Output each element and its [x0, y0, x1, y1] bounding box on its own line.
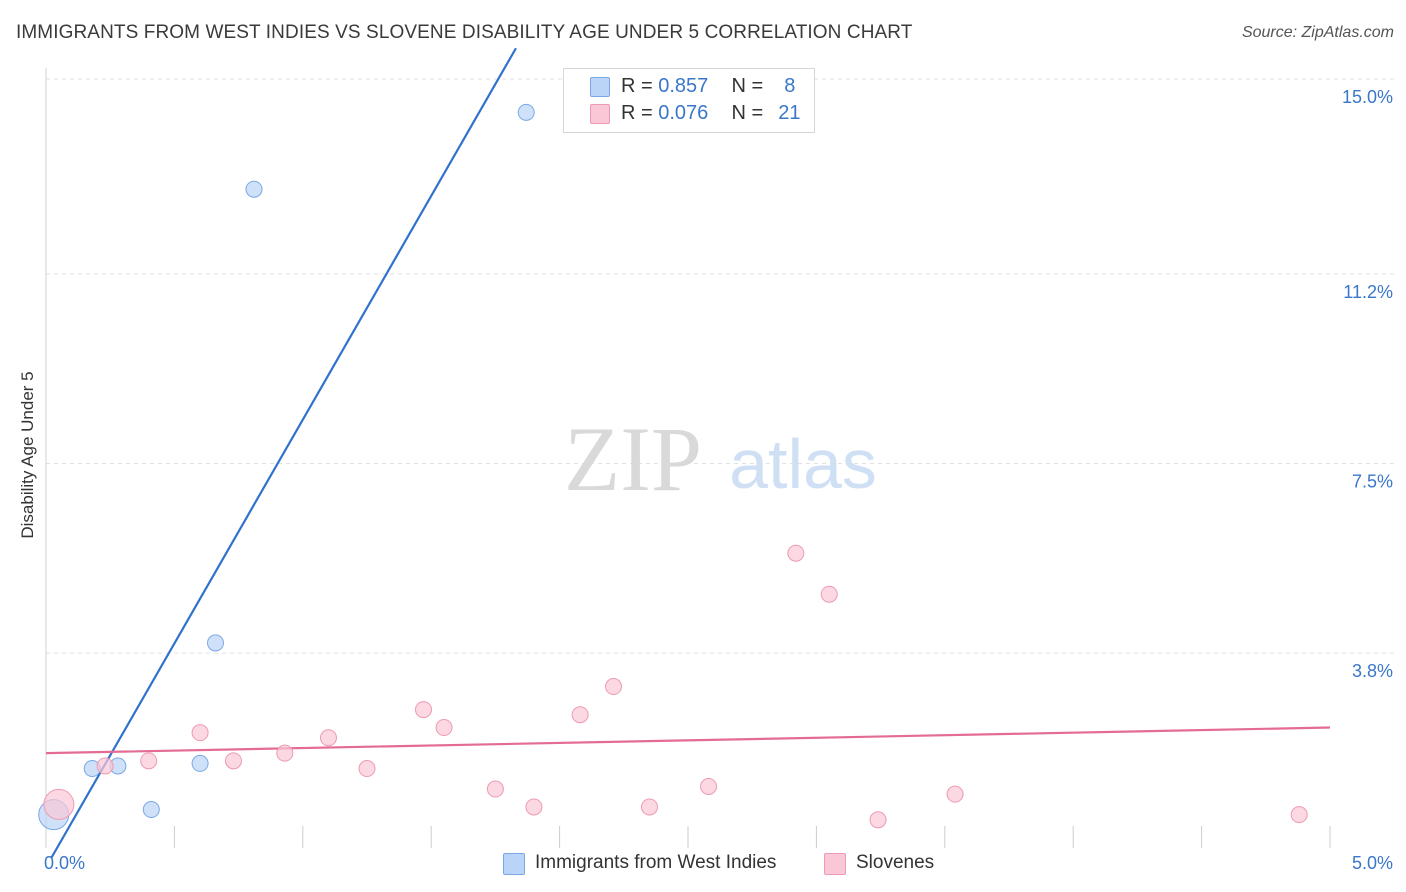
tick-labels: 3.8% 7.5% 11.2% 15.0% 0.0% 5.0% — [44, 87, 1393, 873]
data-point — [525, 798, 543, 816]
y-tick-label: 3.8% — [1352, 661, 1393, 681]
data-point — [571, 706, 589, 724]
r-value: 0.076 — [658, 102, 709, 124]
data-point — [96, 757, 114, 775]
data-point — [191, 754, 209, 772]
legend-text-slovenes: R = 0.076 N = 21 — [621, 102, 801, 125]
data-point — [486, 780, 504, 798]
trend-line-1 — [45, 726, 1331, 755]
r-label: R = — [621, 102, 653, 124]
legend-swatch-slovenes — [590, 104, 610, 124]
bottom-legend-label-slovenes: Slovenes — [856, 852, 935, 873]
y-tick-label: 7.5% — [1352, 472, 1393, 492]
data-point — [414, 701, 432, 719]
data-points — [38, 103, 1308, 831]
y-tick-label: 15.0% — [1342, 87, 1393, 107]
gridlines — [46, 78, 1395, 654]
data-point — [191, 724, 209, 742]
r-value: 0.857 — [658, 75, 709, 97]
data-point — [820, 585, 838, 603]
y-tick-label: 11.2% — [1343, 282, 1393, 302]
trend-lines — [45, 47, 1331, 859]
watermark-atlas: atlas — [729, 425, 877, 503]
bottom-legend-swatch-slovenes — [824, 853, 846, 875]
source-label: Source: ZipAtlas.com — [1241, 24, 1394, 41]
data-point — [700, 777, 718, 795]
n-value: 8 — [784, 75, 796, 97]
r-label: R = — [621, 75, 653, 97]
data-point — [43, 788, 75, 820]
data-point — [787, 544, 805, 562]
data-point — [224, 752, 242, 770]
x-tick-label: 5.0% — [1352, 853, 1393, 873]
data-point — [245, 180, 263, 198]
data-point — [869, 811, 887, 829]
data-point — [605, 678, 623, 696]
data-point — [276, 744, 294, 762]
data-point — [319, 729, 337, 747]
data-point — [435, 719, 453, 737]
y-axis-label: Disability Age Under 5 — [18, 371, 37, 539]
trend-line-0 — [50, 47, 517, 859]
axes — [45, 68, 1331, 848]
legend-text-west-indies: R = 0.857 N = 8 — [621, 75, 795, 98]
watermark-zip: ZIP — [564, 408, 702, 510]
n-value: 21 — [778, 102, 801, 124]
n-label: N = — [731, 75, 764, 97]
bottom-legend-swatch-west-indies — [503, 853, 525, 875]
data-point — [517, 103, 535, 121]
data-point — [142, 801, 160, 819]
watermark: ZIP atlas — [564, 408, 877, 510]
data-point — [140, 752, 158, 770]
bottom-legend-label-west-indies: Immigrants from West Indies — [535, 852, 777, 873]
n-label: N = — [731, 102, 764, 124]
data-point — [206, 634, 224, 652]
x-tick-label: 0.0% — [44, 853, 85, 873]
data-point — [640, 798, 658, 816]
data-point — [946, 785, 964, 803]
stats-legend: R = 0.857 N = 8 R = 0.076 N = 21 — [563, 68, 815, 133]
data-point — [358, 760, 376, 778]
legend-swatch-west-indies — [590, 77, 610, 97]
chart-title: IMMIGRANTS FROM WEST INDIES VS SLOVENE D… — [16, 22, 913, 43]
data-point — [1290, 806, 1308, 824]
